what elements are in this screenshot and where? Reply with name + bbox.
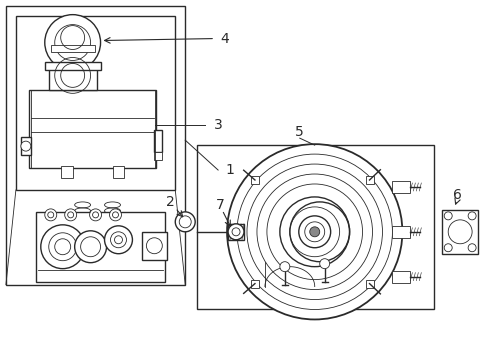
Circle shape — [55, 239, 71, 255]
Text: 1: 1 — [225, 163, 234, 177]
Circle shape — [104, 226, 132, 254]
Text: 2: 2 — [165, 195, 174, 209]
Bar — [197, 145, 433, 310]
Bar — [21, 137, 31, 155]
Circle shape — [41, 225, 84, 269]
Bar — [392, 271, 409, 283]
Bar — [392, 181, 409, 193]
Bar — [29, 90, 156, 168]
Circle shape — [467, 212, 475, 220]
Bar — [16, 15, 175, 190]
Bar — [154, 152, 162, 160]
Bar — [142, 232, 167, 260]
Bar — [441, 210, 477, 254]
Circle shape — [279, 262, 289, 272]
Circle shape — [309, 227, 319, 237]
Bar — [49, 68, 96, 90]
Circle shape — [443, 244, 451, 252]
Bar — [36, 212, 165, 282]
Bar — [154, 130, 162, 152]
Circle shape — [467, 244, 475, 252]
Circle shape — [443, 212, 451, 220]
Text: 5: 5 — [295, 125, 304, 139]
Text: 3: 3 — [213, 118, 222, 132]
Bar — [227, 224, 244, 240]
Circle shape — [319, 259, 329, 269]
Circle shape — [226, 144, 402, 319]
Bar — [51, 45, 94, 53]
Bar — [392, 226, 409, 238]
Circle shape — [75, 231, 106, 263]
Circle shape — [175, 212, 195, 232]
Bar — [250, 280, 259, 288]
Circle shape — [21, 141, 31, 151]
Bar — [112, 166, 124, 178]
Bar — [6, 6, 185, 285]
Circle shape — [298, 216, 330, 248]
Circle shape — [279, 197, 349, 267]
Bar — [61, 166, 73, 178]
Text: 7: 7 — [215, 198, 224, 212]
Bar — [365, 176, 373, 184]
Circle shape — [64, 209, 77, 221]
Circle shape — [89, 209, 102, 221]
Text: 4: 4 — [220, 32, 229, 46]
Bar — [365, 280, 373, 288]
Circle shape — [227, 224, 244, 240]
Text: 6: 6 — [452, 188, 461, 202]
Bar — [45, 62, 101, 71]
Circle shape — [114, 236, 122, 244]
Bar — [250, 176, 259, 184]
Circle shape — [109, 209, 121, 221]
Circle shape — [45, 209, 57, 221]
Circle shape — [45, 15, 101, 71]
